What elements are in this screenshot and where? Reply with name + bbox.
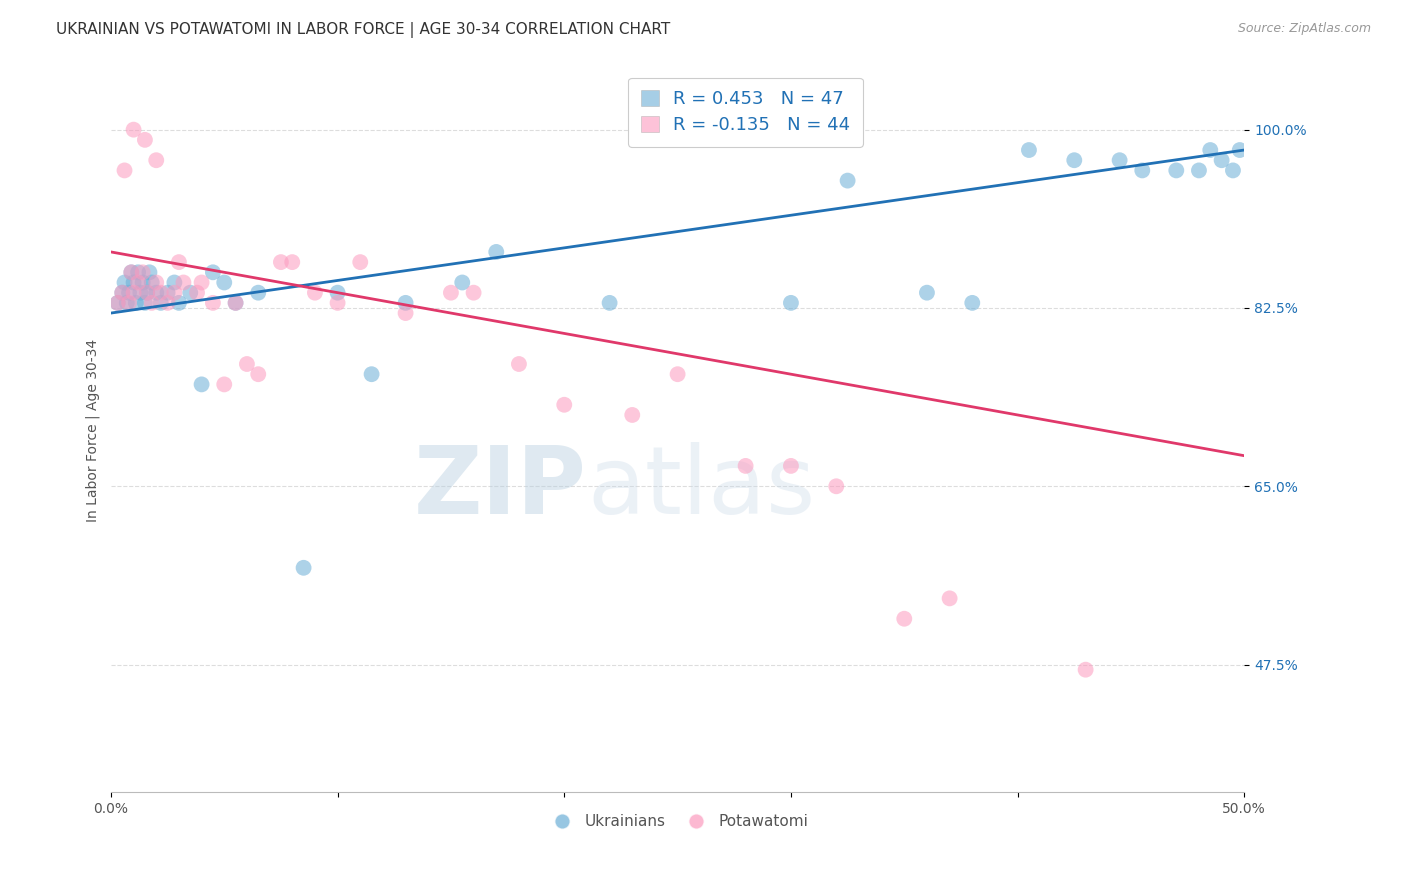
Point: [125, 296, 148, 310]
Text: UKRAINIAN VS POTAWATOMI IN LABOR FORCE | AGE 30-34 CORRELATION CHART: UKRAINIAN VS POTAWATOMI IN LABOR FORCE |…: [56, 22, 671, 38]
Point: [127, 265, 149, 279]
Point: [780, 296, 803, 310]
Point: [1188, 163, 1211, 178]
Point: [1229, 143, 1251, 157]
Point: [136, 285, 159, 300]
Point: [236, 357, 259, 371]
Point: [118, 296, 141, 310]
Point: [163, 285, 186, 300]
Point: [131, 276, 153, 290]
Point: [825, 479, 848, 493]
Point: [1222, 163, 1244, 178]
Point: [326, 285, 349, 300]
Point: [270, 255, 292, 269]
Point: [1074, 663, 1097, 677]
Point: [127, 276, 149, 290]
Point: [149, 296, 172, 310]
Point: [1018, 143, 1040, 157]
Point: [136, 285, 159, 300]
Point: [120, 265, 142, 279]
Point: [1130, 163, 1153, 178]
Point: [107, 296, 129, 310]
Point: [1063, 153, 1085, 168]
Point: [114, 163, 136, 178]
Point: [149, 285, 172, 300]
Point: [837, 173, 859, 187]
Point: [138, 265, 160, 279]
Point: [360, 368, 382, 382]
Point: [1166, 163, 1188, 178]
Point: [247, 285, 270, 300]
Point: [163, 276, 186, 290]
Point: [599, 296, 621, 310]
Point: [122, 285, 145, 300]
Point: [141, 276, 163, 290]
Point: [212, 377, 235, 392]
Point: [118, 285, 141, 300]
Point: [111, 285, 134, 300]
Point: [134, 133, 156, 147]
Text: atlas: atlas: [586, 442, 815, 534]
Point: [463, 285, 485, 300]
Point: [451, 276, 474, 290]
Point: [122, 276, 145, 290]
Point: [553, 398, 575, 412]
Point: [167, 296, 190, 310]
Point: [186, 285, 208, 300]
Point: [114, 276, 136, 290]
Point: [508, 357, 530, 371]
Point: [1199, 143, 1222, 157]
Point: [131, 265, 153, 279]
Point: [349, 255, 371, 269]
Point: [394, 296, 416, 310]
Point: [115, 296, 138, 310]
Y-axis label: In Labor Force | Age 30-34: In Labor Force | Age 30-34: [86, 339, 100, 522]
Legend: Ukrainians, Potawatomi: Ukrainians, Potawatomi: [540, 808, 815, 835]
Point: [440, 285, 463, 300]
Point: [734, 458, 756, 473]
Point: [212, 276, 235, 290]
Point: [141, 296, 163, 310]
Point: [156, 296, 179, 310]
Point: [485, 244, 508, 259]
Point: [915, 285, 938, 300]
Point: [394, 306, 416, 320]
Point: [1108, 153, 1130, 168]
Point: [893, 612, 915, 626]
Point: [145, 153, 167, 168]
Point: [122, 122, 145, 136]
Point: [120, 265, 142, 279]
Point: [326, 296, 349, 310]
Point: [190, 276, 212, 290]
Point: [1211, 153, 1233, 168]
Point: [281, 255, 304, 269]
Point: [145, 276, 167, 290]
Point: [247, 368, 270, 382]
Point: [666, 368, 689, 382]
Point: [292, 561, 315, 575]
Point: [304, 285, 326, 300]
Text: ZIP: ZIP: [413, 442, 586, 534]
Point: [225, 296, 247, 310]
Point: [167, 255, 190, 269]
Point: [201, 265, 224, 279]
Point: [780, 458, 803, 473]
Point: [190, 377, 212, 392]
Point: [962, 296, 984, 310]
Point: [225, 296, 247, 310]
Point: [201, 296, 224, 310]
Point: [172, 276, 194, 290]
Point: [111, 285, 134, 300]
Text: Source: ZipAtlas.com: Source: ZipAtlas.com: [1237, 22, 1371, 36]
Point: [938, 591, 960, 606]
Point: [156, 285, 179, 300]
Point: [129, 285, 152, 300]
Point: [134, 296, 156, 310]
Point: [107, 296, 129, 310]
Point: [145, 285, 167, 300]
Point: [179, 285, 201, 300]
Point: [621, 408, 644, 422]
